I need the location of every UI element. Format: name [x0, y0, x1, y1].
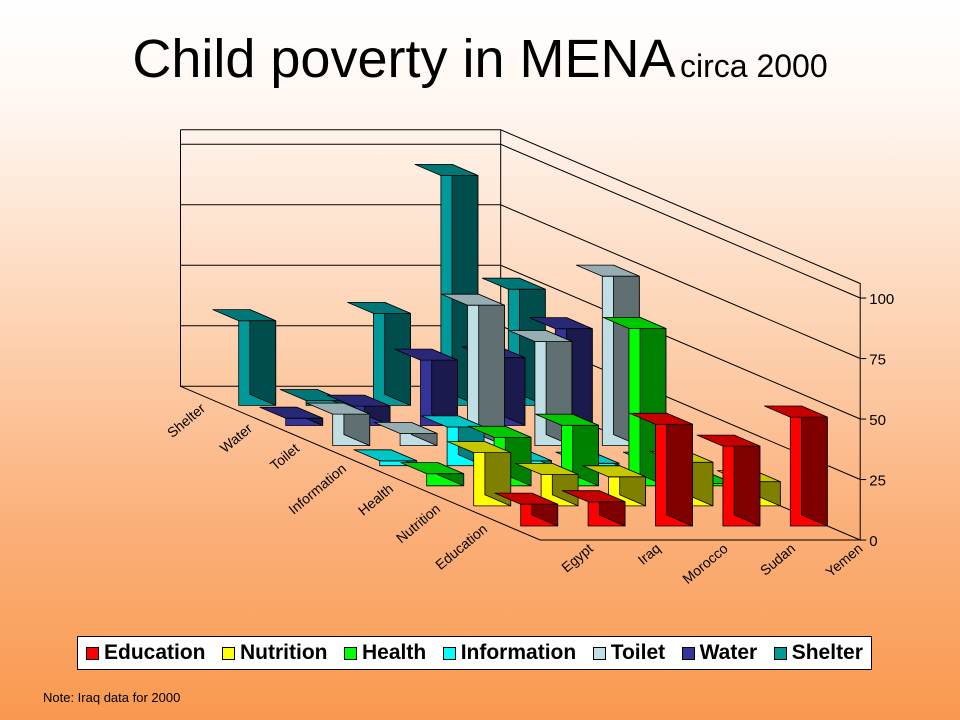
legend-item-education: Education — [86, 641, 206, 665]
legend-item-information: Information — [442, 641, 577, 665]
bar-education-egypt — [494, 492, 559, 527]
bar-toilet-morocco — [441, 293, 505, 447]
legend-swatch — [344, 646, 357, 660]
bar-water-morocco — [394, 348, 458, 426]
legend-item-water: Water — [681, 641, 758, 665]
bar-education-iraq — [561, 490, 626, 527]
legend-item-shelter: Shelter — [773, 641, 863, 665]
series-axis-label-nutrition: Nutrition — [393, 500, 443, 546]
bar-health-egypt — [400, 462, 465, 487]
bar-shelter-egypt — [212, 309, 277, 406]
legend-label: Education — [104, 641, 206, 664]
ytick-label: 0 — [869, 533, 877, 550]
title-main: Child poverty in MENA — [132, 29, 676, 89]
bar-education-sudan — [696, 434, 761, 527]
bar-nutrition-iraq — [514, 462, 579, 507]
chart-legend: Education Nutrition Health Information Toile… — [77, 636, 872, 670]
legend-swatch — [222, 646, 236, 660]
legend-label: Water — [699, 641, 758, 664]
slide-title: Child poverty in MENA circa 2000 — [0, 28, 960, 90]
ytick-label: 25 — [869, 473, 886, 490]
series-axis-label-toilet: Toilet — [267, 440, 302, 473]
legend-label: Information — [460, 641, 577, 664]
bar-nutrition-morocco — [582, 465, 646, 507]
category-label-yemen: Yemen — [822, 540, 865, 580]
legend-label: Nutrition — [240, 641, 328, 664]
category-label-morocco: Morocco — [679, 540, 731, 587]
legend-swatch — [86, 646, 99, 660]
legend-item-health: Health — [344, 641, 426, 665]
title-sub: circa 2000 — [680, 48, 828, 84]
legend-label: Toilet — [610, 641, 666, 664]
series-axis-label-health: Health — [355, 480, 396, 518]
category-label-sudan: Sudan — [757, 540, 798, 578]
legend-swatch — [773, 646, 787, 660]
gridline-100 — [180, 143, 861, 299]
legend-label: Health — [362, 641, 427, 664]
ytick-label: 75 — [869, 352, 886, 369]
legend-swatch — [681, 646, 695, 660]
legend-swatch — [442, 646, 456, 660]
bar-water-egypt — [259, 406, 324, 426]
legend-item-nutrition: Nutrition — [222, 641, 328, 665]
series-axis-label-information: Information — [285, 460, 349, 517]
footnote: Note: Iraq data for 2000 — [43, 690, 181, 705]
bar-toilet-iraq — [373, 421, 438, 447]
bar-shelter-morocco — [347, 301, 411, 406]
legend-swatch — [592, 646, 606, 660]
bar-education-yemen — [764, 405, 828, 527]
series-axis-label-water: Water — [217, 420, 256, 456]
category-label-iraq: Iraq — [635, 540, 664, 568]
legend-item-toilet: Toilet — [592, 641, 666, 665]
bar-education-morocco — [629, 412, 693, 527]
ytick-label: 100 — [869, 291, 894, 308]
series-axis-label-education: Education — [432, 520, 490, 572]
series-axis-label-shelter: Shelter — [164, 400, 209, 441]
bar-toilet-egypt — [306, 402, 371, 447]
legend-label: Shelter — [791, 641, 863, 664]
category-label-egypt: Egypt — [558, 540, 596, 575]
ytick-label: 50 — [869, 412, 886, 429]
bar-nutrition-egypt — [447, 441, 512, 507]
